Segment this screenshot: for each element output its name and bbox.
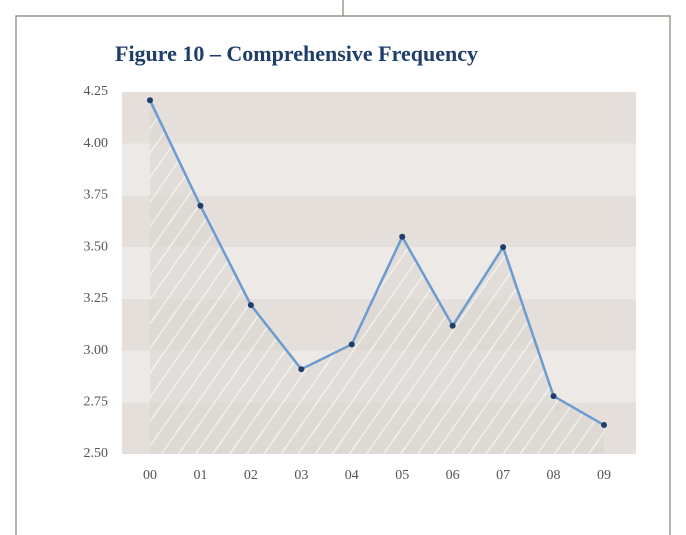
y-tick-label: 2.50 [84, 446, 109, 461]
point [298, 366, 305, 373]
x-tick-label: 03 [294, 468, 308, 483]
x-tick-label: 07 [496, 468, 510, 483]
point [500, 244, 507, 251]
x-tick-label: 09 [597, 468, 611, 483]
point [197, 202, 204, 209]
x-tick-label: 01 [193, 468, 207, 483]
y-tick-label: 2.75 [84, 395, 109, 410]
point [147, 97, 153, 104]
grid-band [122, 92, 636, 144]
point [399, 233, 406, 240]
x-tick-label: 06 [446, 468, 460, 483]
line [148, 99, 605, 427]
x-tick-label: 02 [244, 468, 258, 483]
chart-title: Figure 10 – Comprehensive Frequency [115, 41, 478, 66]
x-tick-label: 08 [547, 468, 561, 483]
point [348, 341, 355, 348]
x-tick-label: 04 [345, 468, 359, 483]
point [247, 302, 254, 309]
point [550, 393, 557, 400]
point [449, 322, 456, 329]
area [150, 100, 604, 454]
y-tick-label: 3.00 [84, 343, 109, 358]
y-tick-label: 4.00 [84, 136, 109, 151]
y-tick-label: 3.25 [84, 291, 109, 306]
y-tick-label: 4.25 [84, 84, 109, 99]
x-tick-label: 00 [143, 468, 157, 483]
grid-band [122, 143, 636, 196]
x-tick-label: 05 [395, 468, 409, 483]
y-tick-label: 3.50 [84, 239, 109, 254]
y-tick-label: 3.75 [84, 188, 109, 203]
point [601, 422, 607, 429]
